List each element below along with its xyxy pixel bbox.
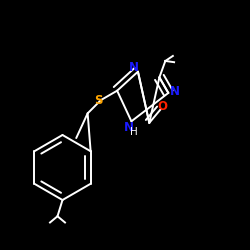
Text: O: O xyxy=(158,100,168,114)
Text: N: N xyxy=(124,121,134,134)
Text: S: S xyxy=(94,94,102,107)
Text: H: H xyxy=(130,127,138,137)
Text: N: N xyxy=(170,85,179,98)
Text: N: N xyxy=(128,61,138,74)
